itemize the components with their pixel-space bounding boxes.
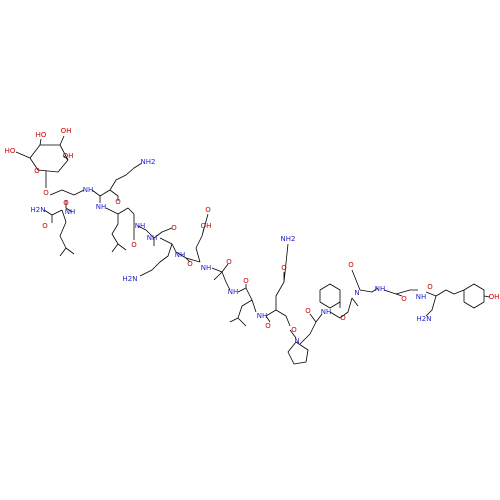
atom-label: O	[265, 322, 271, 330]
atom-label: O	[291, 326, 297, 334]
atom-label: N	[354, 289, 359, 297]
atom-label: NH	[96, 203, 107, 211]
atom-label: O	[401, 295, 407, 303]
tyr-oh-bond	[483, 295, 491, 298]
atom-label: NH	[375, 285, 386, 293]
phe-bonds	[329, 269, 361, 319]
atom-label: OH	[489, 293, 500, 301]
atom-label: O	[243, 277, 249, 285]
atom-label: O	[171, 224, 177, 232]
tyr-bonds	[425, 289, 465, 317]
atom-label: NH	[416, 293, 427, 301]
atom-label: NH	[65, 208, 76, 216]
atom-label: NH2	[281, 235, 296, 243]
atom-label: NH	[175, 251, 186, 259]
atom-label: O	[427, 283, 433, 291]
atom-label: HO	[5, 147, 16, 155]
atom-label: NH	[201, 264, 212, 272]
atom-label: O	[305, 307, 311, 315]
pro-bonds	[289, 313, 323, 345]
leu3-bonds	[229, 284, 257, 327]
atom-label: NH	[257, 312, 268, 320]
proline-ring	[287, 341, 309, 365]
sugar-bonds	[15, 135, 85, 196]
atom-label: O	[63, 199, 69, 207]
atom-label: H2N	[417, 315, 432, 323]
atom-label: NH	[228, 288, 239, 296]
tyr-ring	[463, 283, 485, 309]
gly-bonds	[359, 287, 418, 297]
atom-label: H2N	[31, 206, 46, 214]
atom-label: O	[42, 222, 48, 230]
atom-label: O	[43, 189, 49, 197]
atom-label: HO	[36, 131, 47, 139]
atom-label: NH	[147, 234, 158, 242]
atom-labels: HO OH HO OH O O NH O H2N O NH NH2 O NH O…	[5, 127, 500, 345]
atom-label: O	[340, 314, 346, 322]
atom-label: OH	[61, 127, 72, 135]
bonds	[15, 135, 491, 365]
atom-label: O	[115, 198, 121, 206]
atom-label: O	[187, 260, 193, 268]
leu2-bonds	[105, 207, 135, 253]
ala-bonds	[133, 214, 173, 246]
atom-label: O	[281, 264, 287, 272]
aib-bonds	[211, 263, 231, 291]
atom-label: OH	[201, 222, 212, 230]
atom-label: H2N	[123, 275, 138, 283]
atom-label: O	[348, 261, 354, 269]
atom-label: NH	[135, 222, 146, 230]
atom-label: N	[294, 337, 299, 345]
atom-label: O	[34, 167, 40, 175]
lys-bonds	[91, 162, 143, 203]
atom-label: NH	[321, 308, 332, 316]
atom-label: O	[226, 258, 232, 266]
atom-label: O	[131, 241, 137, 249]
asn-bonds	[265, 243, 291, 327]
atom-label: O	[205, 206, 211, 214]
glu-bonds	[185, 213, 209, 263]
atom-label: NH	[83, 186, 94, 194]
atom-label: OH	[63, 152, 74, 160]
atom-label: NH2	[141, 158, 156, 166]
leu-bonds	[43, 200, 75, 257]
